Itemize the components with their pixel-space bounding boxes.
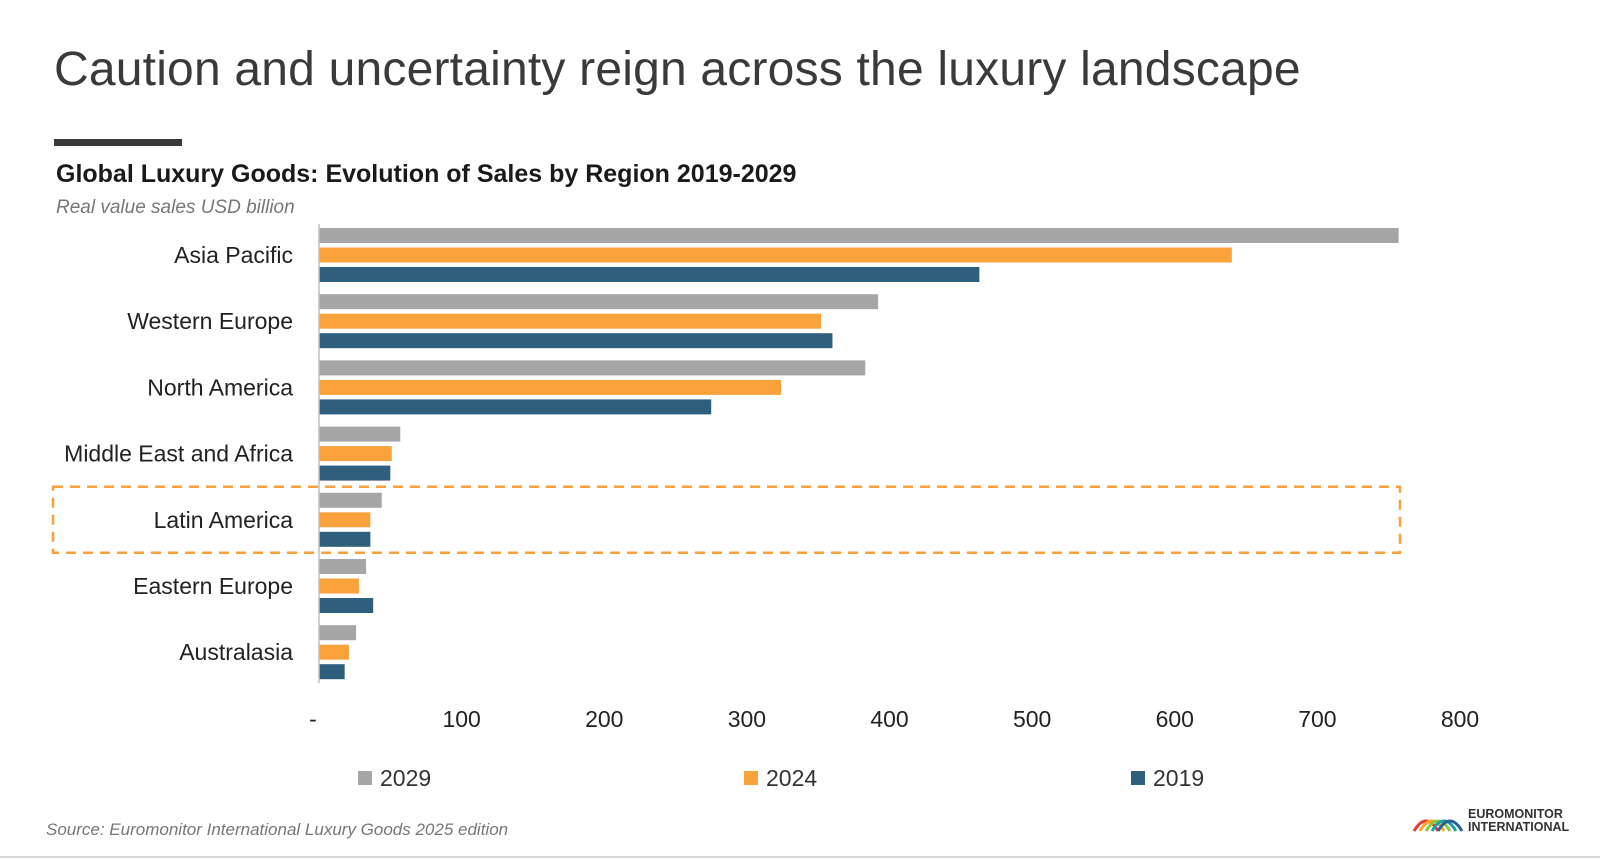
bar-western-europe-2024 bbox=[319, 313, 822, 329]
rainbow-arcs-icon bbox=[1412, 819, 1464, 832]
bottom-rule bbox=[0, 856, 1600, 858]
logo-line-1: EUROMONITOR bbox=[1468, 807, 1563, 821]
x-tick-label: 100 bbox=[442, 706, 480, 732]
x-tick-label: 200 bbox=[585, 706, 623, 732]
bar-latin-america-2019 bbox=[319, 531, 371, 547]
bar-western-europe-2029 bbox=[319, 294, 879, 310]
legend-label-2024: 2024 bbox=[766, 764, 818, 791]
legend-label-2019: 2019 bbox=[1153, 764, 1205, 791]
legend-item-2024: 2024 bbox=[744, 765, 817, 791]
title-rule bbox=[54, 139, 182, 146]
legend-swatch-2024 bbox=[744, 771, 758, 785]
legend-item-2029: 2029 bbox=[358, 765, 431, 791]
bar-eastern-europe-2024 bbox=[319, 578, 359, 594]
logo-line-2: INTERNATIONAL bbox=[1468, 820, 1570, 834]
chart-title: Global Luxury Goods: Evolution of Sales … bbox=[56, 160, 797, 188]
category-label: Western Europe bbox=[127, 308, 293, 334]
category-label: Middle East and Africa bbox=[64, 441, 293, 467]
x-tick-label: 500 bbox=[1013, 706, 1051, 732]
legend-label-2029: 2029 bbox=[380, 764, 432, 791]
bar-middle-east-and-africa-2024 bbox=[319, 446, 392, 462]
category-label: Eastern Europe bbox=[133, 573, 293, 599]
x-tick-label: - bbox=[309, 706, 317, 732]
bar-eastern-europe-2029 bbox=[319, 559, 367, 574]
x-tick-label: 300 bbox=[728, 706, 766, 732]
logo-text: EUROMONITOR INTERNATIONAL bbox=[1468, 808, 1569, 834]
slide-title: Caution and uncertainty reign across the… bbox=[54, 43, 1301, 96]
bar-asia-pacific-2024 bbox=[319, 247, 1232, 263]
x-tick-label: 400 bbox=[870, 706, 908, 732]
bar-chart: Asia Pacific Western Europe North America M… bbox=[51, 224, 1479, 732]
legend-swatch-2029 bbox=[358, 771, 372, 785]
x-tick-label: 700 bbox=[1298, 706, 1336, 732]
legend-swatch-2019 bbox=[1131, 771, 1145, 785]
source-note: Source: Euromonitor International Luxury… bbox=[46, 820, 509, 839]
bar-latin-america-2024 bbox=[319, 512, 371, 528]
category-label: North America bbox=[147, 374, 293, 400]
x-tick-label: 800 bbox=[1441, 706, 1479, 732]
highlight-box-latin-america bbox=[51, 485, 1402, 555]
bar-australasia-2024 bbox=[319, 644, 349, 660]
bar-north-america-2024 bbox=[319, 379, 782, 395]
bar-eastern-europe-2019 bbox=[319, 598, 374, 613]
category-label: Latin America bbox=[154, 507, 294, 533]
bar-asia-pacific-2029 bbox=[319, 228, 1399, 243]
bar-north-america-2029 bbox=[319, 360, 866, 376]
euromonitor-logo: EUROMONITOR INTERNATIONAL bbox=[1412, 808, 1569, 834]
x-tick-label: 600 bbox=[1156, 706, 1194, 732]
category-label: Asia Pacific bbox=[174, 242, 293, 268]
bar-middle-east-and-africa-2019 bbox=[319, 465, 391, 481]
bar-middle-east-and-africa-2029 bbox=[319, 426, 401, 442]
bar-asia-pacific-2019 bbox=[319, 267, 980, 282]
chart-subtitle: Real value sales USD billion bbox=[56, 197, 295, 218]
bar-western-europe-2019 bbox=[319, 333, 833, 349]
bar-australasia-2019 bbox=[319, 664, 345, 680]
bar-latin-america-2029 bbox=[319, 492, 382, 508]
category-label: Australasia bbox=[179, 639, 293, 665]
bar-australasia-2029 bbox=[319, 625, 357, 641]
bar-north-america-2019 bbox=[319, 399, 712, 415]
legend-item-2019: 2019 bbox=[1131, 765, 1204, 791]
